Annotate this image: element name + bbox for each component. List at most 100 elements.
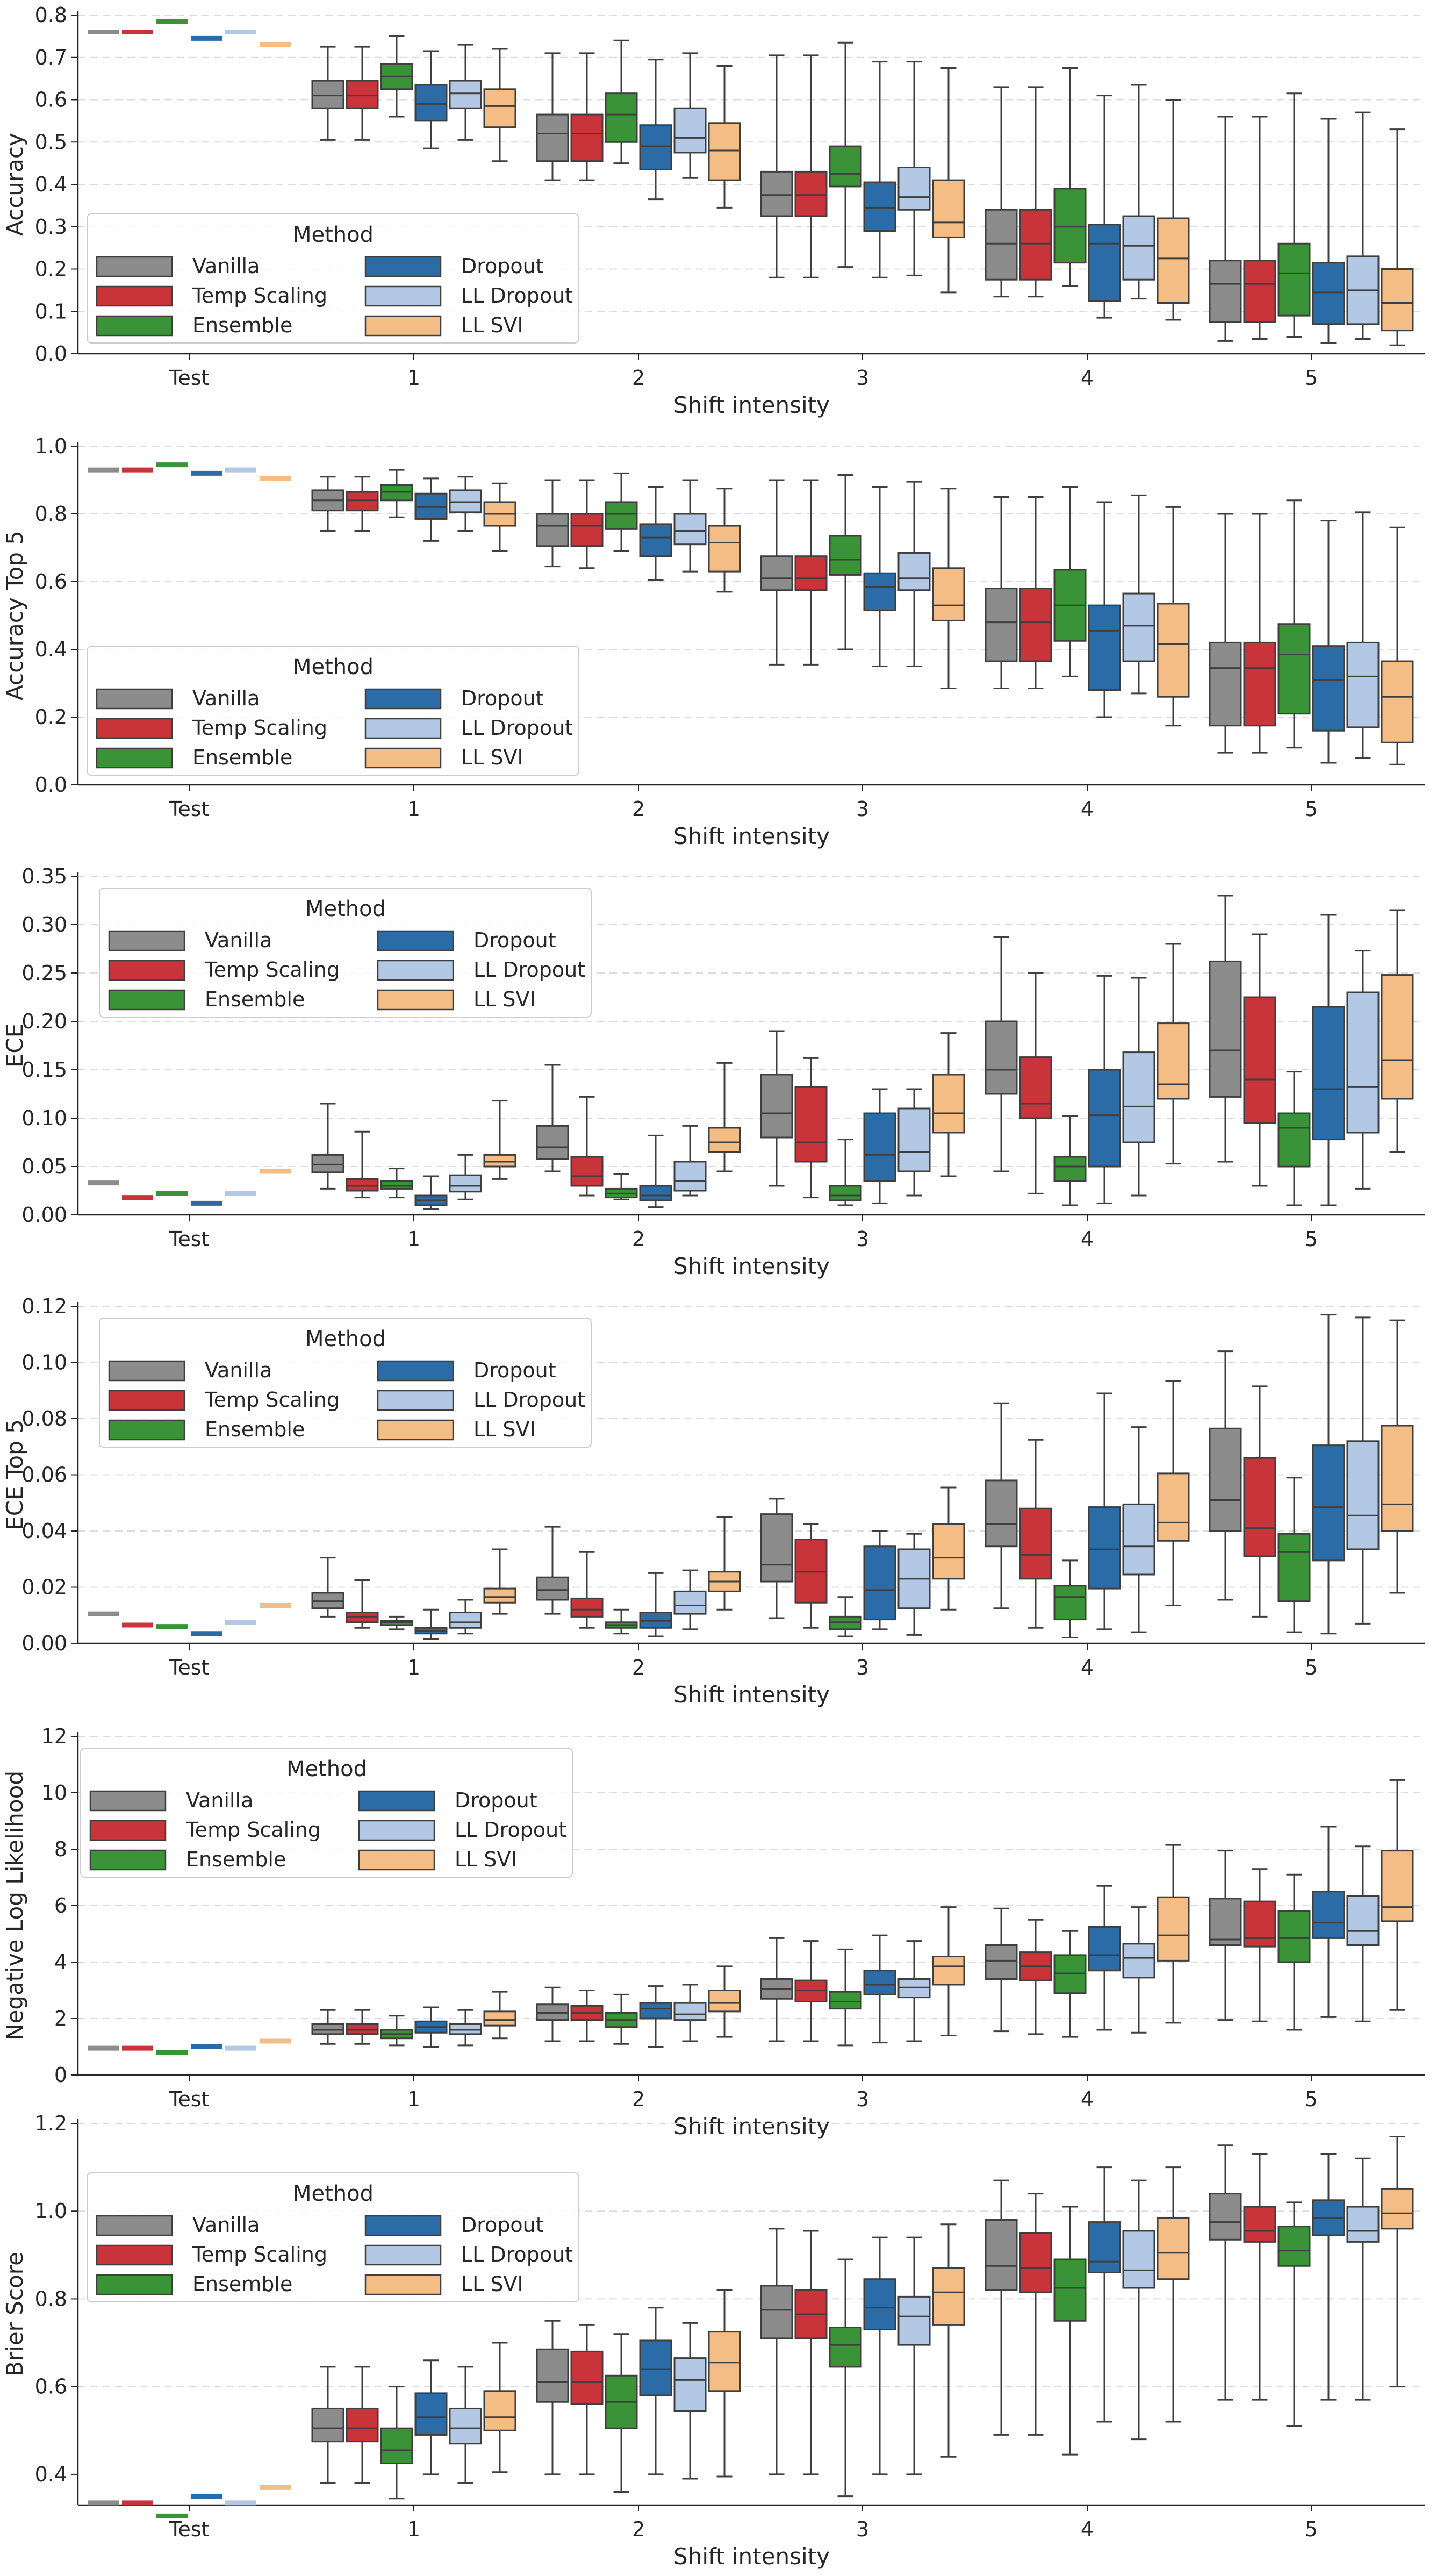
legend-swatch-ll-svi — [364, 2274, 442, 2295]
box-iqr — [570, 1597, 604, 1618]
box-iqr — [1122, 1943, 1155, 1979]
box-iqr — [380, 1180, 413, 1190]
legend-label-dropout: Dropout — [461, 254, 544, 278]
x-tick-label: Test — [169, 1656, 210, 1679]
y-tick-label: 0.6 — [35, 570, 67, 593]
y-tick-label: 0.20 — [21, 1010, 67, 1033]
box-ll-dropout — [449, 2366, 482, 2484]
y-tick-label: 12 — [41, 1725, 67, 1748]
legend-label-ll-dropout: LL Dropout — [455, 1818, 566, 1842]
y-tick-label: 0.2 — [35, 705, 67, 729]
box-dropout — [639, 2307, 672, 2475]
y-tick-label: 0.25 — [21, 961, 67, 985]
legend-label-vanilla: Vanilla — [192, 2213, 260, 2237]
box-ensemble — [605, 2333, 638, 2493]
box-ensemble — [605, 1993, 638, 2045]
box-dropout — [639, 1985, 672, 2048]
box-iqr — [311, 1154, 344, 1173]
box-iqr — [794, 170, 828, 217]
box-iqr — [1243, 1900, 1276, 1948]
box-ll-svi — [1157, 943, 1190, 1165]
x-tick-label: 1 — [407, 1656, 420, 1679]
box-iqr — [1243, 996, 1276, 1124]
box-ll-svi — [1381, 909, 1414, 1153]
legend-label-temp-scaling: Temp Scaling — [192, 716, 327, 740]
box-vanilla — [311, 1557, 344, 1618]
legend-swatch-dropout — [364, 256, 442, 277]
box-vanilla — [985, 1907, 1018, 2033]
legend-title: Method — [305, 897, 386, 921]
box-iqr — [898, 2295, 931, 2346]
box-ll-svi — [1381, 1319, 1414, 1594]
box-dropout — [414, 1175, 448, 1210]
box-iqr — [1157, 2216, 1190, 2280]
box-iqr — [1088, 1069, 1121, 1168]
box-iqr — [932, 567, 965, 621]
legend-swatch-ll-svi — [364, 747, 442, 769]
legend-label-ll-svi: LL SVI — [455, 1848, 517, 1871]
box-iqr — [1209, 260, 1242, 323]
x-tick-label: 2 — [632, 1227, 645, 1251]
box-ll-svi — [932, 2223, 965, 2458]
legend-label-temp-scaling: Temp Scaling — [192, 2243, 327, 2266]
legend-title: Method — [286, 1757, 367, 1781]
box-dropout — [1312, 520, 1345, 764]
legend-swatch-temp-scaling — [96, 718, 173, 739]
legend-label-ll-dropout: LL Dropout — [461, 716, 573, 740]
box-dropout — [1088, 975, 1121, 1204]
box-ensemble — [605, 39, 638, 164]
box-ll-svi — [1381, 128, 1414, 346]
box-dropout — [1088, 2166, 1121, 2423]
box-ll-svi — [932, 1906, 965, 2036]
legend-label-vanilla: Vanilla — [192, 254, 260, 278]
legend-swatch-vanilla — [108, 1360, 185, 1382]
box-iqr — [1243, 641, 1276, 727]
box-iqr — [673, 513, 707, 546]
y-tick-label: 1.0 — [35, 434, 67, 458]
box-ll-svi — [1157, 2166, 1190, 2423]
legend-swatch-ensemble — [89, 1849, 167, 1871]
box-iqr — [1346, 2206, 1380, 2243]
box-ensemble — [829, 41, 862, 268]
legend-label-dropout: Dropout — [455, 1788, 537, 1812]
legend-swatch-ensemble — [96, 2274, 173, 2295]
legend-label-ll-dropout: LL Dropout — [461, 2243, 573, 2266]
y-axis-label: ECE Top 5 — [2, 1419, 28, 1530]
legend: Method Vanilla Temp Scaling Ensemble Dropout… — [99, 1318, 592, 1448]
box-iqr — [570, 513, 604, 547]
box-iqr — [536, 1125, 569, 1160]
box-ensemble — [380, 469, 413, 518]
box-temp-scaling — [570, 2324, 604, 2475]
x-tick-label: 2 — [632, 1656, 645, 1679]
box-iqr — [708, 2331, 741, 2392]
legend-swatch-ll-svi — [377, 989, 454, 1011]
box-iqr — [570, 2350, 604, 2405]
x-tick-label: 2 — [632, 2517, 645, 2541]
legend-label-ll-dropout: LL Dropout — [473, 1388, 585, 1412]
box-iqr — [380, 484, 413, 502]
box-ll-dropout — [898, 2236, 931, 2475]
box-iqr — [346, 1178, 379, 1192]
box-ll-dropout — [673, 1125, 707, 1197]
x-tick-label: 5 — [1305, 2517, 1318, 2541]
box-ll-dropout — [898, 1088, 931, 1197]
box-ll-dropout — [449, 1599, 482, 1635]
legend-frame — [80, 1748, 573, 1878]
box-iqr — [483, 88, 516, 128]
box-vanilla — [760, 479, 793, 666]
x-tick-label: 2 — [632, 2087, 645, 2111]
box-dropout — [1088, 501, 1121, 718]
box-iqr — [1312, 1891, 1345, 1939]
y-tick-label: 4 — [54, 1950, 67, 1974]
box-ll-svi — [1157, 506, 1190, 727]
legend: Method Vanilla Temp Scaling Ensemble Dropout… — [80, 1748, 573, 1878]
box-iqr — [536, 513, 569, 547]
box-iqr — [1053, 2258, 1087, 2322]
box-temp-scaling — [1243, 933, 1276, 1187]
legend-label-ensemble: Ensemble — [192, 746, 292, 769]
box-vanilla — [536, 52, 569, 181]
box-iqr — [829, 1991, 862, 2010]
box-iqr — [932, 1074, 965, 1134]
box-dropout — [1088, 95, 1121, 319]
box-ll-dropout — [673, 1984, 707, 2042]
